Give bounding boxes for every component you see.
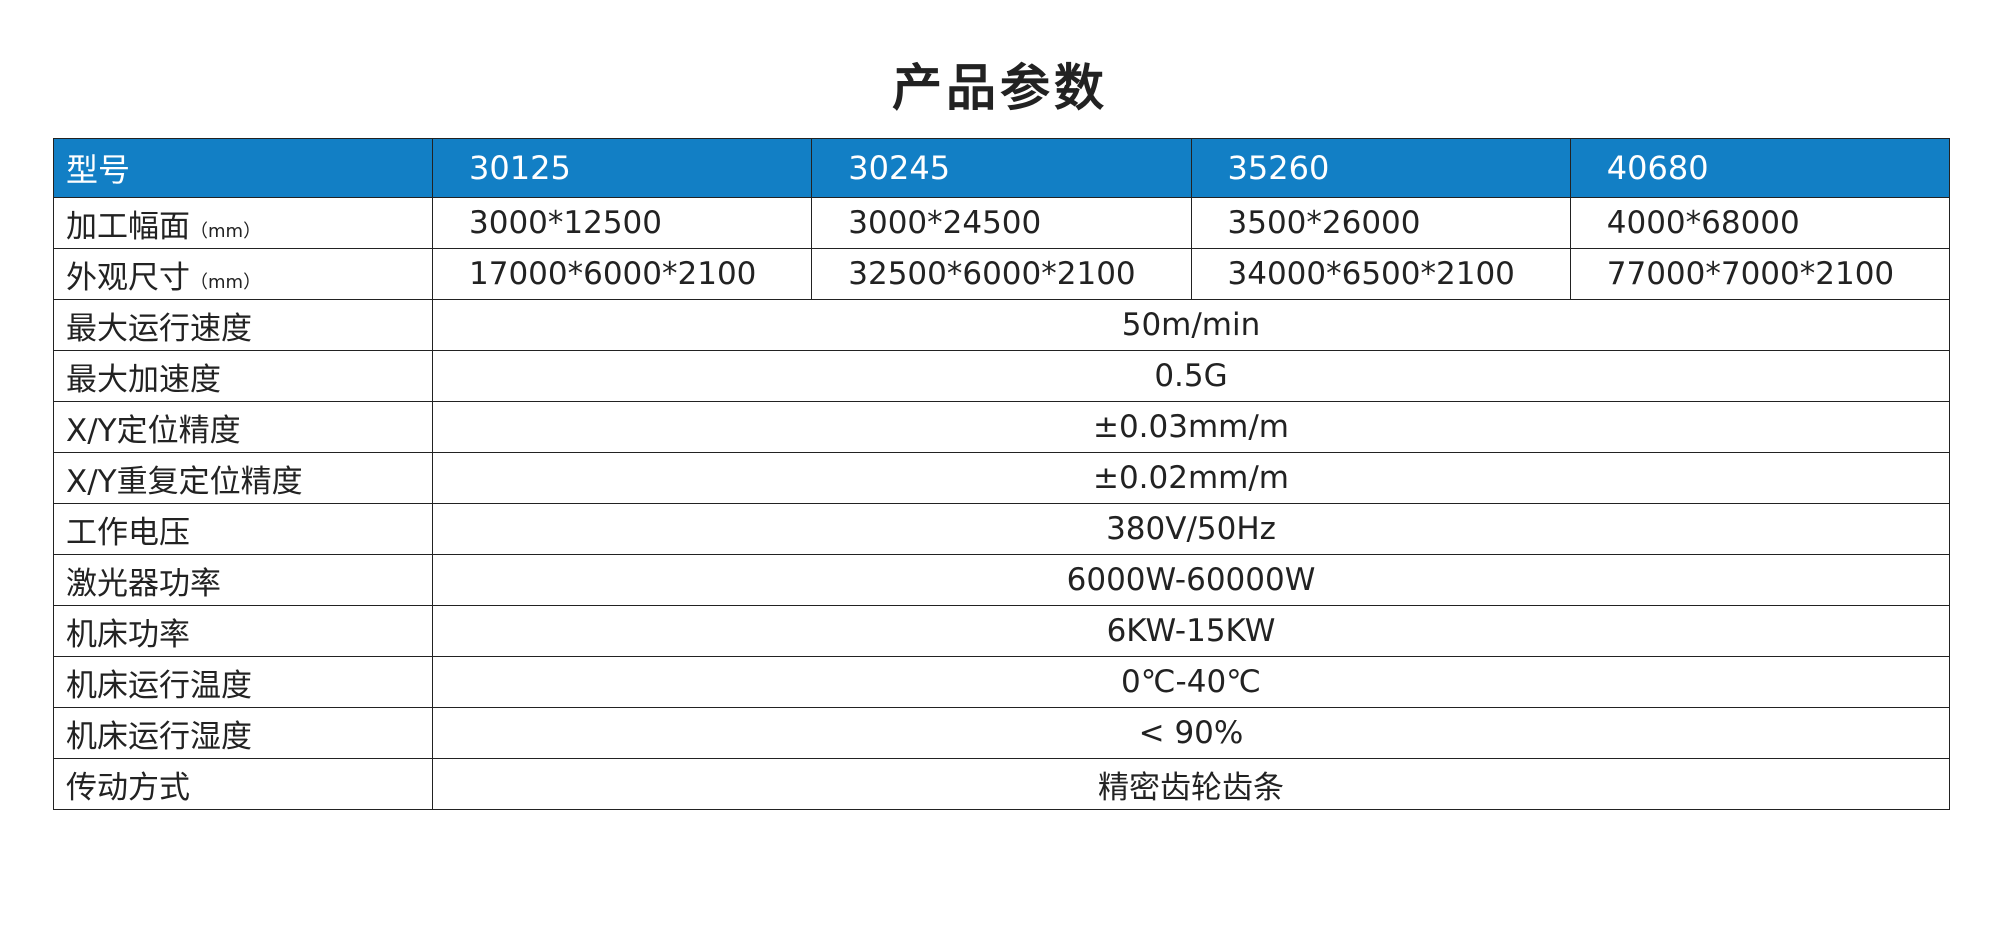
product-parameters-table: 型号 30125 30245 35260 40680 加工幅面（mm） 3000… [53,138,1951,810]
cell-value: 0.5G [432,350,1950,402]
cell-value: 4000*68000 [1569,197,1951,249]
table-row: 最大运行速度 50m/min [53,299,1950,351]
row-label: 激光器功率 [53,554,433,606]
row-label: 外观尺寸（mm） [53,248,433,300]
cell-value: ±0.03mm/m [432,401,1950,453]
cell-value: 50m/min [432,299,1950,351]
model-header: 30245 [811,138,1192,198]
cell-value: < 90% [432,707,1950,759]
row-label: 机床运行湿度 [53,707,433,759]
model-header: 30125 [431,138,813,198]
table-row: 激光器功率 6000W-60000W [53,554,1950,606]
row-label: X/Y定位精度 [53,401,433,453]
unit-label: （mm） [190,220,262,242]
cell-value: 精密齿轮齿条 [432,758,1950,810]
model-header: 40680 [1569,138,1951,198]
table-row: 机床运行温度 0℃-40℃ [53,656,1950,708]
cell-value: 3000*12500 [431,197,813,249]
row-label: X/Y重复定位精度 [53,452,433,504]
cell-value: 3000*24500 [811,197,1192,249]
table-row: 机床运行湿度 < 90% [53,707,1950,759]
row-label: 加工幅面（mm） [53,197,433,249]
table-row: X/Y重复定位精度 ±0.02mm/m [53,452,1950,504]
cell-value: 3500*26000 [1190,197,1571,249]
cell-value: 380V/50Hz [432,503,1950,555]
cell-value: 34000*6500*2100 [1190,248,1571,300]
model-header: 35260 [1190,138,1571,198]
table-row: 加工幅面（mm） 3000*12500 3000*24500 3500*2600… [53,197,1951,249]
row-label: 最大运行速度 [53,299,433,351]
row-label: 最大加速度 [53,350,433,402]
row-label-text: 外观尺寸 [66,259,190,296]
table-header-row: 型号 30125 30245 35260 40680 [53,138,1951,198]
cell-value: 77000*7000*2100 [1569,248,1951,300]
cell-value: 0℃-40℃ [432,656,1950,708]
cell-value: 6KW-15KW [432,605,1950,657]
cell-value: 17000*6000*2100 [431,248,813,300]
cell-value: ±0.02mm/m [432,452,1950,504]
row-label: 工作电压 [53,503,433,555]
table-row: 最大加速度 0.5G [53,350,1950,402]
table-row: 工作电压 380V/50Hz [53,503,1950,555]
cell-value: 6000W-60000W [432,554,1950,606]
table-row: 外观尺寸（mm） 17000*6000*2100 32500*6000*2100… [53,248,1951,300]
row-label: 机床功率 [53,605,433,657]
table-row: 机床功率 6KW-15KW [53,605,1950,657]
cell-value: 32500*6000*2100 [811,248,1192,300]
table-row: 传动方式 精密齿轮齿条 [53,758,1950,810]
unit-label: （mm） [190,271,262,293]
page-title: 产品参数 [892,59,1108,117]
header-label: 型号 [53,138,433,198]
row-label: 传动方式 [53,758,433,810]
row-label-text: 加工幅面 [66,208,190,245]
table-row: X/Y定位精度 ±0.03mm/m [53,401,1950,453]
row-label: 机床运行温度 [53,656,433,708]
